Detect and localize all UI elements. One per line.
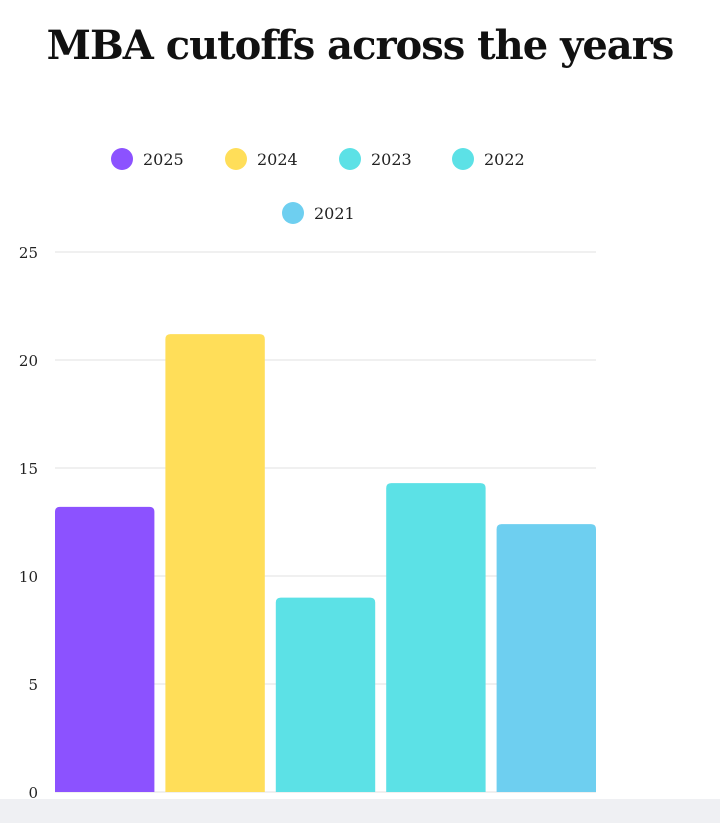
legend-swatch [339,148,361,170]
legend-swatch [282,202,304,224]
y-tick-label: 25 [19,244,38,262]
legend-item-2021: 2021 [282,202,355,224]
y-tick-label: 20 [19,352,38,370]
legend-label: 2025 [143,149,184,169]
legend-item-2022: 2022 [452,148,525,170]
footer-bar [0,799,720,823]
legend-label: 2024 [257,149,298,169]
y-tick-label: 15 [19,460,38,478]
bar-2025 [55,506,155,792]
legend-item-2023: 2023 [339,148,412,170]
legend-label: 2021 [314,203,355,223]
legend-item-2024: 2024 [225,148,298,170]
y-tick-label: 0 [28,784,38,802]
bar-2022 [386,483,486,792]
bar-2021 [496,524,596,792]
chart-title: MBA cutoffs across the years [46,22,675,69]
bar-2024 [165,334,265,792]
legend-label: 2023 [371,149,412,169]
legend-label: 2022 [484,149,525,169]
legend-swatch [111,148,133,170]
legend-swatch [452,148,474,170]
legend-swatch [225,148,247,170]
y-tick-label: 5 [28,676,38,694]
y-tick-label: 10 [19,568,38,586]
legend-item-2025: 2025 [111,148,184,170]
bar-2023 [275,597,376,792]
